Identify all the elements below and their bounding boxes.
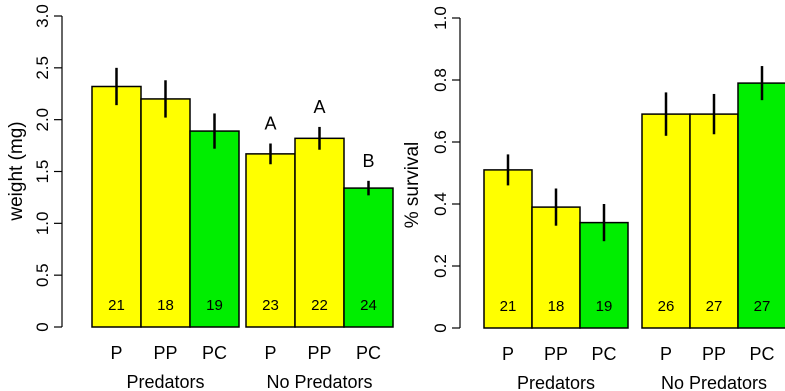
sample-size-label: 18 (157, 297, 174, 314)
sample-size-label: 19 (206, 297, 223, 314)
y-tick-label: 0 (33, 322, 52, 331)
y-tick-label: 2.5 (33, 56, 52, 80)
bar-p (483, 169, 533, 329)
category-label: PP (153, 343, 177, 363)
bar-pc (737, 82, 785, 329)
y-tick-label: 2.0 (33, 108, 52, 132)
category-label: PC (356, 343, 381, 363)
y-tick-label: 0.8 (431, 68, 450, 92)
sample-size-label: 27 (706, 298, 723, 315)
sample-size-label: 18 (548, 298, 565, 315)
survival-panel: 0 0.2 0.4 0.6 0.8 1.0 % survival 21 P 18 PP 19 PC Pre… (402, 6, 785, 391)
y-tick-label: 1.5 (33, 160, 52, 184)
group-label: No Predators (661, 373, 767, 391)
weight-panel: 0 0.5 1.0 1.5 2.0 2.5 3.0 weight (mg) 21 P 18 PP 19 P… (6, 4, 394, 391)
category-label: P (264, 343, 276, 363)
y-tick-label: 0.4 (431, 192, 450, 216)
sample-size-label: 23 (262, 297, 279, 314)
category-label: PC (591, 344, 616, 364)
y-tick-label: 1.0 (431, 6, 450, 30)
bar-pc (343, 187, 394, 328)
y-tick-label: 0.2 (431, 254, 450, 278)
y-tick-label: 1.0 (33, 212, 52, 236)
group-label: Predators (517, 373, 595, 391)
y-tick-label: 0 (431, 323, 450, 332)
bar-pc (579, 221, 629, 329)
category-label: PC (749, 344, 774, 364)
bar-p (245, 153, 296, 328)
sample-size-label: 26 (658, 298, 675, 315)
category-label: P (110, 343, 122, 363)
bar-pp (531, 206, 581, 329)
category-label: PP (702, 344, 726, 364)
bar-p (641, 113, 691, 329)
y-axis-title: % survival (402, 142, 423, 229)
y-tick-label: 3.0 (33, 4, 52, 28)
sample-size-label: 21 (108, 297, 125, 314)
y-tick-label: 0.6 (431, 130, 450, 154)
y-axis-title: weight (mg) (6, 121, 27, 221)
sample-size-label: 24 (360, 297, 377, 314)
sample-size-label: 22 (311, 297, 328, 314)
group-label: No Predators (266, 372, 372, 391)
category-label: PP (544, 344, 568, 364)
y-tick-label: 0.5 (33, 263, 52, 287)
significance-letter: B (362, 151, 374, 171)
category-label: PP (307, 343, 331, 363)
sample-size-label: 21 (500, 298, 517, 315)
bar-p (91, 85, 142, 328)
significance-letter: A (264, 114, 276, 134)
category-label: P (502, 344, 514, 364)
bar-pp (689, 113, 739, 329)
group-label: Predators (126, 372, 204, 391)
sample-size-label: 19 (596, 298, 613, 315)
category-label: P (660, 344, 672, 364)
significance-letter: A (313, 97, 325, 117)
sample-size-label: 27 (754, 298, 771, 315)
category-label: PC (202, 343, 227, 363)
bar-pp (140, 98, 191, 328)
